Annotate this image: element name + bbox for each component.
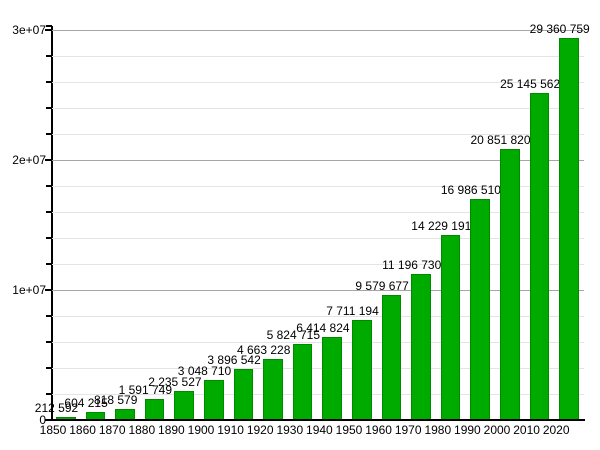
bar-1850 xyxy=(56,417,76,419)
y-tick-label: 0 xyxy=(39,413,46,427)
bar-value-label: 818 579 xyxy=(93,393,138,408)
x-tick-label: 1960 xyxy=(365,423,392,437)
x-tick-label: 1950 xyxy=(335,423,363,437)
bar-1930 xyxy=(292,344,313,419)
bar-2010 xyxy=(529,93,550,419)
bar-value-label: 25 145 562 xyxy=(500,77,561,92)
bar-value-label: 29 360 759 xyxy=(529,22,590,37)
bar-value-label: 604 215 xyxy=(64,396,108,411)
bar-value-label: 20 851 820 xyxy=(470,132,531,147)
bar-1950 xyxy=(352,319,372,419)
y-tick xyxy=(46,211,52,213)
bar-1980 xyxy=(440,235,461,419)
y-tick xyxy=(45,419,52,421)
x-tick-label: 1940 xyxy=(306,423,333,437)
bar-value-label: 16 986 510 xyxy=(440,183,501,198)
bar-1910 xyxy=(233,369,254,419)
x-tick-label: 1860 xyxy=(69,423,96,437)
bar-1880 xyxy=(144,399,165,419)
x-tick-label: 1910 xyxy=(217,423,244,437)
x-tick-label: 2000 xyxy=(483,423,511,437)
y-tick-label: 2e+07 xyxy=(12,153,46,167)
bar-1900 xyxy=(204,380,224,419)
bar-value-label: 3 896 542 xyxy=(207,353,261,368)
y-axis xyxy=(51,26,53,421)
y-tick xyxy=(46,133,52,135)
x-tick-label: 1900 xyxy=(187,423,215,437)
bar-2020 xyxy=(559,38,579,419)
y-tick xyxy=(46,341,52,343)
x-tick-label: 1920 xyxy=(246,423,274,437)
y-tick xyxy=(46,185,52,187)
x-tick-label: 1890 xyxy=(158,423,185,437)
x-tick-label: 1930 xyxy=(276,423,304,437)
bar-1970 xyxy=(411,274,431,419)
bar-1920 xyxy=(263,359,283,419)
gridline-major xyxy=(52,29,584,31)
bar-value-label: 5 824 715 xyxy=(266,328,320,343)
x-tick-label: 1880 xyxy=(128,423,156,437)
y-tick-label: 1e+07 xyxy=(12,283,46,297)
bar-value-label: 11 196 730 xyxy=(382,258,442,273)
gridline-minor xyxy=(52,107,584,109)
bar-1870 xyxy=(115,409,135,419)
x-axis xyxy=(51,419,585,421)
x-tick-label: 1970 xyxy=(394,423,422,437)
bar-1860 xyxy=(85,412,106,419)
bar-value-label: 212 592 xyxy=(34,401,79,416)
y-tick xyxy=(45,29,52,31)
y-tick xyxy=(46,81,52,83)
y-tick-label: 3e+07 xyxy=(12,23,46,37)
x-tick-label: 1990 xyxy=(454,423,481,437)
bar-value-label: 6 414 824 xyxy=(296,320,350,335)
bar-1940 xyxy=(322,336,342,419)
y-axis-end-tick xyxy=(46,25,52,27)
y-tick xyxy=(46,55,52,57)
y-tick xyxy=(46,393,52,395)
y-tick xyxy=(46,367,52,369)
bar-value-label: 9 579 677 xyxy=(355,279,409,294)
bar-value-label: 1 591 749 xyxy=(118,383,172,398)
bar-value-label: 14 229 191 xyxy=(411,219,472,234)
y-tick xyxy=(46,107,52,109)
y-tick xyxy=(46,263,52,265)
x-tick-label: 2010 xyxy=(513,423,540,437)
y-tick xyxy=(46,315,52,317)
bar-1960 xyxy=(381,295,402,419)
x-tick-label: 1980 xyxy=(424,423,452,437)
y-tick xyxy=(45,159,52,161)
y-tick xyxy=(45,289,52,291)
bar-value-label: 7 711 194 xyxy=(326,303,379,318)
x-tick-label: 1850 xyxy=(39,423,67,437)
x-tick-label: 2020 xyxy=(542,423,570,437)
bar-value-label: 3 048 710 xyxy=(177,364,232,379)
y-tick xyxy=(46,237,52,239)
gridline-minor xyxy=(52,55,584,57)
bar-1890 xyxy=(174,390,194,419)
bar-2000 xyxy=(500,148,520,419)
bar-1990 xyxy=(470,199,490,419)
bar-value-label: 4 663 228 xyxy=(236,343,291,358)
bar-value-label: 2 235 527 xyxy=(148,374,202,389)
x-tick-label: 1870 xyxy=(98,423,126,437)
